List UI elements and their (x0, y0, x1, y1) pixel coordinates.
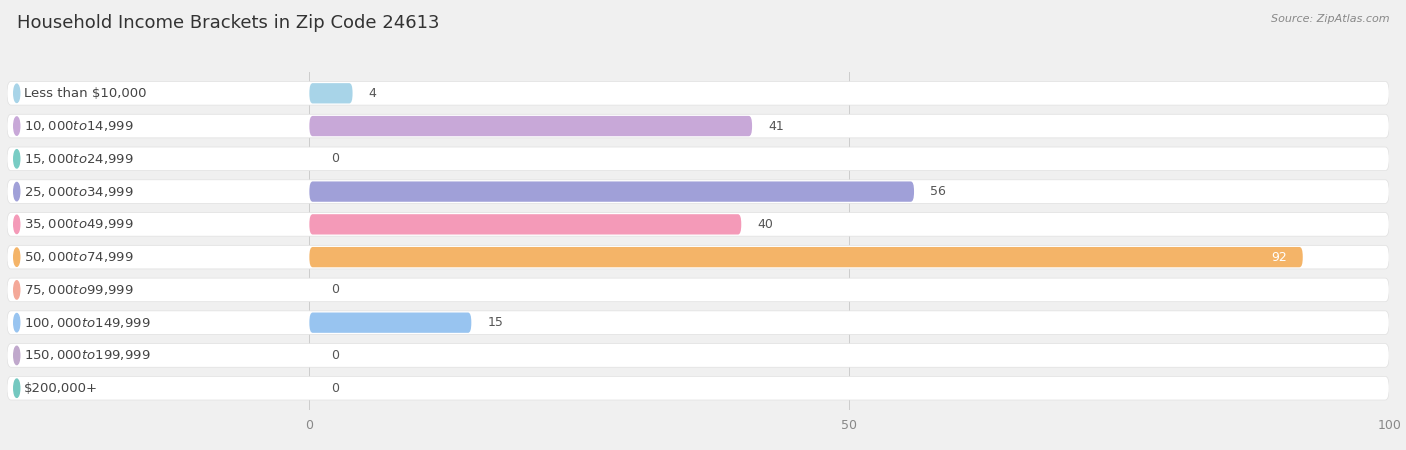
FancyBboxPatch shape (7, 147, 1389, 171)
Text: 56: 56 (931, 185, 946, 198)
Text: $100,000 to $149,999: $100,000 to $149,999 (24, 315, 150, 330)
Text: $15,000 to $24,999: $15,000 to $24,999 (24, 152, 134, 166)
FancyBboxPatch shape (309, 83, 353, 104)
Text: 0: 0 (330, 382, 339, 395)
Text: Household Income Brackets in Zip Code 24613: Household Income Brackets in Zip Code 24… (17, 14, 439, 32)
Circle shape (14, 281, 20, 299)
Text: $50,000 to $74,999: $50,000 to $74,999 (24, 250, 134, 264)
Text: Source: ZipAtlas.com: Source: ZipAtlas.com (1271, 14, 1389, 23)
FancyBboxPatch shape (309, 214, 741, 234)
FancyBboxPatch shape (7, 344, 1389, 367)
Circle shape (14, 314, 20, 332)
Text: $75,000 to $99,999: $75,000 to $99,999 (24, 283, 134, 297)
Text: 0: 0 (330, 284, 339, 297)
Text: $35,000 to $49,999: $35,000 to $49,999 (24, 217, 134, 231)
Circle shape (14, 182, 20, 201)
Text: $10,000 to $14,999: $10,000 to $14,999 (24, 119, 134, 133)
FancyBboxPatch shape (309, 312, 471, 333)
FancyBboxPatch shape (309, 181, 914, 202)
Text: 15: 15 (488, 316, 503, 329)
FancyBboxPatch shape (7, 212, 1389, 236)
Circle shape (14, 248, 20, 266)
Text: 92: 92 (1271, 251, 1286, 264)
Text: 4: 4 (368, 87, 377, 100)
Text: 40: 40 (758, 218, 773, 231)
Circle shape (14, 150, 20, 168)
Text: $200,000+: $200,000+ (24, 382, 98, 395)
Text: $150,000 to $199,999: $150,000 to $199,999 (24, 348, 150, 362)
Circle shape (14, 84, 20, 103)
FancyBboxPatch shape (7, 245, 1389, 269)
FancyBboxPatch shape (7, 114, 1389, 138)
Circle shape (14, 379, 20, 397)
Circle shape (14, 117, 20, 135)
FancyBboxPatch shape (309, 116, 752, 136)
Text: 0: 0 (330, 153, 339, 165)
FancyBboxPatch shape (7, 278, 1389, 302)
Text: Less than $10,000: Less than $10,000 (24, 87, 146, 100)
FancyBboxPatch shape (309, 247, 1303, 267)
Circle shape (14, 215, 20, 234)
FancyBboxPatch shape (7, 376, 1389, 400)
Text: $25,000 to $34,999: $25,000 to $34,999 (24, 184, 134, 198)
Text: 0: 0 (330, 349, 339, 362)
FancyBboxPatch shape (7, 81, 1389, 105)
Text: 41: 41 (768, 120, 785, 133)
FancyBboxPatch shape (7, 180, 1389, 203)
FancyBboxPatch shape (7, 311, 1389, 334)
Circle shape (14, 346, 20, 364)
